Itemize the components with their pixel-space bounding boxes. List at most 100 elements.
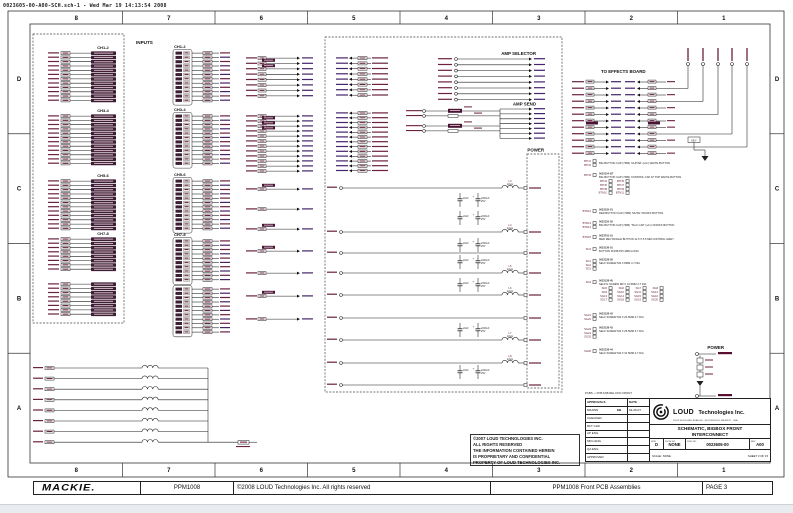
svg-text:22uF: 22uF: [463, 327, 469, 330]
svg-text:CH1-2: CH1-2: [174, 44, 186, 49]
svg-text:BIG BUTTON CAP (7MM) 'GUITAR': BIG BUTTON CAP (7MM) 'GUITAR' (u/m) WHIT…: [599, 161, 670, 165]
dwg-no-cell: DWG NO. 0023605-00: [686, 439, 750, 449]
svg-text:0023128-44: 0023128-44: [599, 348, 613, 352]
svg-text:22uH: 22uH: [507, 357, 513, 361]
svg-text:2200uF: 2200uF: [481, 259, 490, 262]
svg-text:+: +: [473, 213, 475, 217]
scale-text: SCALE: NONE: [652, 453, 671, 458]
svg-text:8: 8: [75, 468, 79, 474]
svg-text:BTN7: BTN7: [617, 183, 624, 187]
svg-text:SG16: SG16: [651, 294, 658, 298]
svg-text:5: 5: [352, 16, 356, 22]
svg-text:22uF: 22uF: [463, 215, 469, 218]
svg-text:25V: 25V: [481, 262, 486, 265]
input-net-arrows: [246, 56, 313, 321]
svg-text:7: 7: [167, 16, 171, 22]
svg-text:SG25: SG25: [584, 335, 591, 339]
svg-text:C: C: [17, 187, 22, 193]
svg-text:POWER: POWER: [527, 148, 544, 153]
company-address: 16220 WOOD-RED ROAD NE · WOODINVILLE, WA…: [673, 420, 738, 422]
svg-text:L8: L8: [509, 354, 512, 358]
svg-text:BTN2: BTN2: [584, 163, 591, 167]
svg-text:BTN13: BTN13: [583, 221, 592, 225]
fscm-cell: FSCM NO. NONE: [664, 439, 686, 449]
svg-text:22uF: 22uF: [463, 197, 469, 200]
svg-text:BTN9: BTN9: [617, 187, 624, 191]
svg-text:1: 1: [722, 16, 726, 22]
svg-text:+: +: [473, 367, 475, 371]
svg-text:SG14: SG14: [617, 294, 624, 298]
svg-text:TO EFFECTS BOARD: TO EFFECTS BOARD: [601, 69, 646, 74]
svg-text:D: D: [775, 77, 780, 83]
svg-text:2: 2: [630, 16, 634, 22]
svg-text:SG13: SG13: [600, 294, 607, 298]
svg-text:BTN6: BTN6: [600, 183, 607, 187]
size-cell: SIZE D: [650, 439, 664, 449]
svg-text:MED RECTANGLE BUTTON 11.5 X 5.: MED RECTANGLE BUTTON 11.5 X 5.5 MM CONTR…: [599, 237, 674, 241]
approvals-header: APPROVALS: [587, 399, 606, 404]
svg-text:SG17: SG17: [600, 298, 607, 302]
loud-logo-icon: [653, 402, 669, 420]
rev-cell: REV. A00: [751, 440, 764, 447]
svg-text:BTN8: BTN8: [600, 187, 607, 191]
svg-text:22uH: 22uH: [507, 226, 513, 230]
interconnect-section: [324, 36, 563, 393]
bottom-left-circuit: [33, 365, 257, 448]
svg-text:SG22: SG22: [584, 317, 591, 321]
svg-text:+: +: [473, 280, 475, 284]
svg-text:7: 7: [167, 468, 171, 474]
copyright-line: ALL RIGHTS RESERVED: [473, 441, 523, 447]
document-header: 0023605-00-A00-SCH.sch-1 - Wed Mar 19 14…: [3, 3, 167, 9]
svg-text:A: A: [17, 406, 22, 412]
svg-text:BTN11: BTN11: [616, 191, 625, 195]
svg-text:SG21: SG21: [584, 313, 591, 317]
svg-text:SELF SCREW M3 X 25.5MM 4.7 DIA: SELF SCREW M3 X 25.5MM 4.7 DIA: [599, 329, 644, 333]
svg-text:0023126-01: 0023126-01: [599, 246, 613, 250]
svg-text:BTN15: BTN15: [583, 235, 592, 239]
svg-text:0023155-01: 0023155-01: [599, 208, 613, 212]
svg-text:BIG BUTTON CAP (7MM) 'TALK CAP: BIG BUTTON CAP (7MM) 'TALK CAP' (u/m) ON…: [599, 223, 674, 227]
svg-text:BIG BUTTON CAP (7MM) CONTROL C: BIG BUTTON CAP (7MM) CONTROL CAP AT TOP …: [599, 175, 681, 179]
svg-text:25V: 25V: [481, 285, 486, 288]
svg-text:SELF SCREW M3 X 31.5MM 4.7 DIA: SELF SCREW M3 X 31.5MM 4.7 DIA: [599, 351, 644, 355]
effects-section: TO EFFECTS BOARD KEY: [572, 48, 749, 161]
power-mini: POWER: [695, 345, 732, 398]
svg-text:BTN3: BTN3: [584, 173, 591, 177]
svg-text:+: +: [473, 195, 475, 199]
svg-text:0023155-02: 0023155-02: [599, 220, 613, 224]
svg-text:L3: L3: [509, 179, 512, 183]
svg-text:BTN5: BTN5: [617, 179, 624, 183]
svg-text:22uH: 22uH: [507, 182, 513, 186]
svg-text:A: A: [775, 406, 780, 412]
svg-text:22uF: 22uF: [463, 282, 469, 285]
svg-text:25V: 25V: [481, 330, 486, 333]
svg-text:2200uF: 2200uF: [481, 327, 490, 330]
svg-text:2200uF: 2200uF: [481, 215, 490, 218]
mackie-logo: MACKIE.: [42, 482, 96, 494]
svg-text:SG11: SG11: [634, 290, 641, 294]
footer-title: PPM1008 Front PCB Assemblies: [491, 482, 703, 494]
svg-text:CH7-8: CH7-8: [174, 232, 186, 237]
svg-text:2: 2: [630, 468, 634, 474]
svg-text:0023128-43: 0023128-43: [599, 326, 613, 330]
svg-text:0023154-B7: 0023154-B7: [599, 172, 614, 176]
svg-text:INPUTS: INPUTS: [136, 40, 153, 45]
svg-text:4: 4: [445, 468, 449, 474]
svg-text:0023128-40: 0023128-40: [599, 279, 613, 283]
svg-text:SG5: SG5: [602, 286, 608, 290]
svg-text:SG12: SG12: [651, 290, 658, 294]
svg-text:2200uF: 2200uF: [481, 197, 490, 200]
svg-text:8: 8: [75, 16, 79, 22]
footer-bar: MACKIE. PPM1008 ©2008 LOUD Technologies …: [33, 481, 773, 495]
approvals-table: APPROVALS DATE DRAWN EB 04-26-07 CHECKED DF…: [586, 399, 650, 461]
svg-text:B: B: [17, 296, 22, 302]
svg-text:C: C: [775, 187, 780, 193]
amp-selector: AMP SELECTOR: [438, 51, 545, 102]
svg-text:25V: 25V: [481, 200, 486, 203]
copyright-line: ©2007 LOUD TECHNOLOGIES INC.: [473, 436, 543, 441]
company-name-2: Technologies Inc.: [698, 410, 745, 416]
date-header: DATE: [627, 399, 649, 406]
svg-text:22uH: 22uH: [507, 267, 513, 271]
